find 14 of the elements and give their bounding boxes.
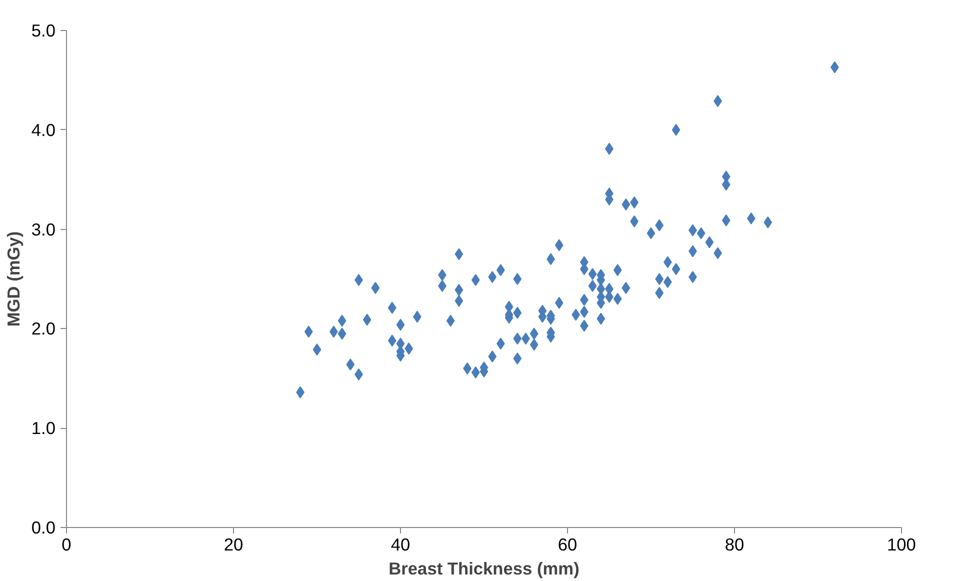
y-tick-label: 0.0 bbox=[31, 518, 56, 538]
x-tick-label: 60 bbox=[558, 534, 578, 554]
x-tick-label: 80 bbox=[724, 534, 744, 554]
y-axis-title: MGD (mGy) bbox=[3, 231, 24, 327]
x-tick-label: 40 bbox=[390, 534, 410, 554]
x-tick-label: 0 bbox=[62, 534, 72, 554]
y-tick-label: 2.0 bbox=[31, 318, 56, 339]
x-axis-title: Breast Thickness (mm) bbox=[388, 558, 580, 578]
y-tick-label: 4.0 bbox=[31, 120, 56, 140]
y-tick-label: 3.0 bbox=[31, 219, 56, 240]
x-tick-label: 20 bbox=[224, 534, 244, 554]
y-tick-label: 1.0 bbox=[31, 418, 56, 438]
x-tick-label: 100 bbox=[887, 534, 916, 554]
y-tick-label: 5.0 bbox=[31, 20, 56, 40]
